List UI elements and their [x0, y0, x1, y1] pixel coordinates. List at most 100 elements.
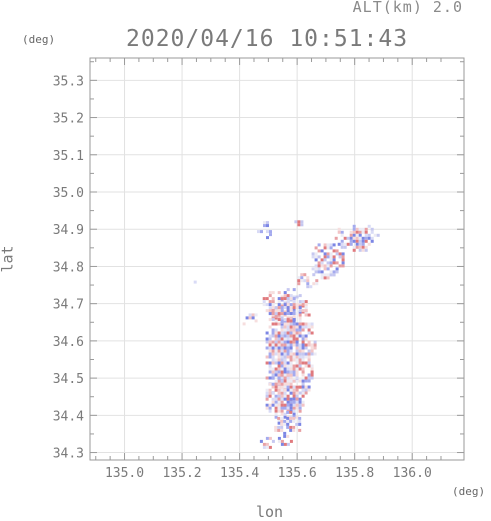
- echo-cell: [301, 400, 305, 404]
- echo-cell: [298, 306, 302, 310]
- x-tick-label: 135.2: [162, 466, 201, 481]
- echo-cell: [265, 445, 269, 449]
- echo-cell: [311, 267, 315, 271]
- echo-cell: [271, 328, 275, 332]
- echo-cell: [266, 224, 269, 228]
- echo-cell: [304, 364, 308, 368]
- echo-cell: [289, 331, 293, 335]
- echo-cell: [310, 373, 314, 377]
- echo-cell: [326, 261, 330, 265]
- echo-cell: [283, 391, 287, 395]
- echo-cell: [286, 419, 290, 423]
- echo-cell: [277, 318, 281, 322]
- echo-cell: [274, 319, 278, 323]
- echo-cell: [265, 376, 269, 380]
- echo-cell: [304, 303, 308, 307]
- echo-cell: [292, 325, 296, 329]
- echo-cell: [289, 428, 293, 432]
- echo-cell: [286, 346, 290, 350]
- echo-cell: [340, 233, 344, 237]
- echo-cell: [289, 388, 293, 392]
- echo-cell: [340, 239, 344, 243]
- echo-cell: [292, 322, 296, 326]
- echo-cell: [298, 300, 302, 304]
- echo-cell: [283, 385, 287, 389]
- echo-cell: [301, 358, 305, 362]
- echo-cell: [298, 367, 302, 371]
- echo-cell: [295, 379, 299, 383]
- echo-cell: [370, 230, 374, 234]
- echo-cell: [332, 270, 336, 274]
- echo-cell: [283, 312, 287, 316]
- echo-cell: [274, 334, 278, 338]
- echo-cell: [292, 364, 296, 368]
- echo-cell: [304, 334, 308, 338]
- echo-cell: [280, 367, 284, 371]
- echo-cell: [259, 439, 263, 443]
- echo-cell: [271, 340, 275, 344]
- echo-cell: [301, 367, 305, 371]
- echo-cell: [292, 310, 296, 314]
- echo-cell: [280, 400, 284, 404]
- echo-cell: [364, 233, 368, 237]
- echo-cell: [329, 273, 333, 277]
- echo-cell: [274, 322, 278, 326]
- echo-cell: [301, 309, 305, 313]
- echo-cell: [265, 361, 269, 365]
- echo-cell: [280, 334, 284, 338]
- echo-cell: [251, 313, 255, 317]
- echo-cell: [304, 376, 308, 380]
- echo-cell: [340, 242, 344, 246]
- echo-cell: [283, 367, 287, 371]
- echo-cell: [289, 294, 293, 298]
- echo-cell: [274, 397, 278, 401]
- echo-cell: [306, 282, 310, 286]
- echo-cell: [286, 422, 290, 426]
- echo-cell: [295, 394, 299, 398]
- echo-cell: [310, 352, 314, 356]
- echo-cell: [289, 406, 293, 410]
- echo-cell: [280, 346, 284, 350]
- echo-cell: [289, 367, 293, 371]
- echo-cell: [280, 439, 284, 443]
- echo-cell: [320, 249, 324, 253]
- echo-cell: [286, 337, 290, 341]
- echo-cell: [280, 355, 284, 359]
- echo-cell: [283, 419, 287, 423]
- echo-cell: [260, 230, 263, 234]
- echo-cell: [265, 391, 269, 395]
- echo-cell: [286, 318, 290, 322]
- echo-cell: [361, 236, 365, 240]
- echo-cell: [289, 303, 293, 307]
- y-tick-label: 34.9: [53, 223, 84, 238]
- echo-cell: [295, 422, 299, 426]
- echo-cell: [245, 316, 249, 320]
- echo-cell: [283, 306, 287, 310]
- echo-cell: [280, 379, 284, 383]
- echo-cell: [268, 406, 272, 410]
- echo-cell: [274, 306, 278, 310]
- echo-cell: [314, 258, 318, 262]
- echo-cell: [335, 270, 339, 274]
- echo-cell: [277, 428, 281, 432]
- echo-cell: [341, 264, 345, 268]
- echo-cell: [274, 412, 278, 416]
- echo-cell: [277, 400, 281, 404]
- echo-cell: [295, 358, 299, 362]
- echo-cell: [268, 300, 272, 304]
- echo-cell: [301, 340, 305, 344]
- echo-cell: [361, 242, 365, 246]
- echo-cell: [307, 343, 311, 347]
- echo-cell: [298, 379, 302, 383]
- echo-cell: [283, 328, 287, 332]
- echo-cell: [283, 394, 287, 398]
- echo-cell: [329, 270, 333, 274]
- echo-cell: [268, 364, 272, 368]
- echo-cell: [268, 340, 272, 344]
- echo-cell: [311, 255, 315, 259]
- echo-cell: [349, 236, 353, 240]
- echo-cell: [301, 300, 305, 304]
- echo-cell: [301, 403, 305, 407]
- echo-cell: [274, 331, 278, 335]
- echo-cell: [323, 243, 327, 247]
